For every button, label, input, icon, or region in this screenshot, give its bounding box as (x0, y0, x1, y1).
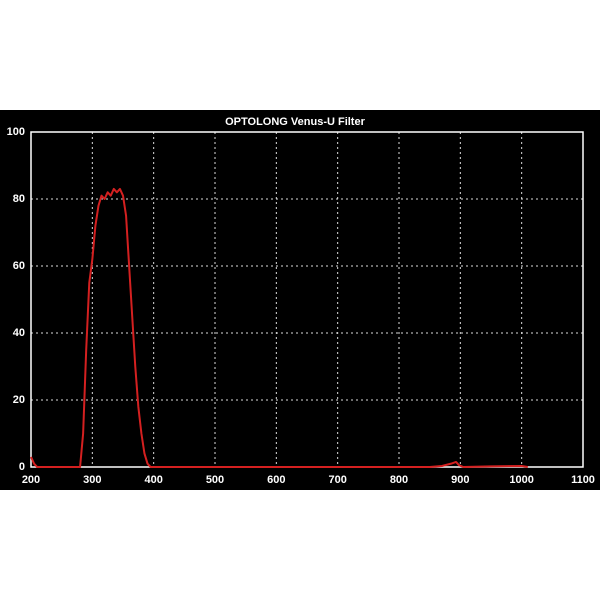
x-tick-label: 300 (83, 474, 101, 486)
x-tick-label: 200 (22, 474, 40, 486)
x-tick-label: 900 (451, 474, 469, 486)
y-tick-label: 40 (13, 327, 25, 339)
y-tick-label: 60 (13, 260, 25, 272)
chart-background (0, 110, 600, 490)
x-tick-label: 700 (328, 474, 346, 486)
data-line (30, 187, 528, 468)
chart-title: OPTOLONG Venus-U Filter (225, 116, 365, 128)
x-tick-label: 500 (206, 474, 224, 486)
y-tick-label: 80 (13, 193, 25, 205)
y-tick-label: 0 (19, 461, 25, 473)
x-tick-label: 400 (144, 474, 162, 486)
x-tick-label: 1000 (509, 474, 533, 486)
x-tick-label: 1100 (571, 474, 595, 486)
x-tick-label: 600 (267, 474, 285, 486)
y-tick-label: 20 (13, 394, 25, 406)
y-tick-label: 100 (7, 126, 25, 138)
x-tick-label: 800 (390, 474, 408, 486)
